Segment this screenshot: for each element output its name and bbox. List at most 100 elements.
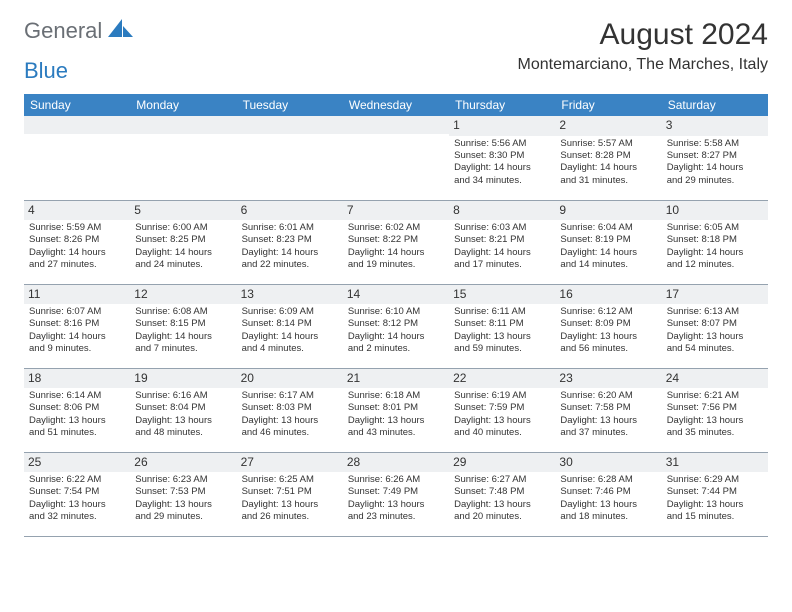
sunset-text: Sunset: 7:54 PM [29,486,125,498]
day-number: 11 [24,285,130,305]
weekday-header: Monday [130,94,236,116]
calendar-day-cell: 26Sunrise: 6:23 AMSunset: 7:53 PMDayligh… [130,452,236,536]
daylight-text: and 34 minutes. [454,175,550,187]
day-details: Sunrise: 6:07 AMSunset: 8:16 PMDaylight:… [29,306,125,355]
daylight-text: and 12 minutes. [667,259,763,271]
daylight-text: and 26 minutes. [242,511,338,523]
sunrise-text: Sunrise: 6:26 AM [348,474,444,486]
sunset-text: Sunset: 7:44 PM [667,486,763,498]
calendar-day-cell: 21Sunrise: 6:18 AMSunset: 8:01 PMDayligh… [343,368,449,452]
calendar-day-cell: 27Sunrise: 6:25 AMSunset: 7:51 PMDayligh… [237,452,343,536]
daylight-text: and 37 minutes. [560,427,656,439]
calendar-day-cell: 17Sunrise: 6:13 AMSunset: 8:07 PMDayligh… [662,284,768,368]
sunset-text: Sunset: 8:28 PM [560,150,656,162]
daylight-text: Daylight: 14 hours [560,162,656,174]
day-details: Sunrise: 5:58 AMSunset: 8:27 PMDaylight:… [667,138,763,187]
calendar-day-cell: 25Sunrise: 6:22 AMSunset: 7:54 PMDayligh… [24,452,130,536]
day-details: Sunrise: 6:10 AMSunset: 8:12 PMDaylight:… [348,306,444,355]
daylight-text: and 18 minutes. [560,511,656,523]
daylight-text: Daylight: 14 hours [242,247,338,259]
day-details: Sunrise: 6:11 AMSunset: 8:11 PMDaylight:… [454,306,550,355]
day-details: Sunrise: 6:03 AMSunset: 8:21 PMDaylight:… [454,222,550,271]
day-number: 20 [237,369,343,389]
sunset-text: Sunset: 8:23 PM [242,234,338,246]
sunrise-text: Sunrise: 6:18 AM [348,390,444,402]
day-number: 4 [24,201,130,221]
sunrise-text: Sunrise: 6:20 AM [560,390,656,402]
day-number [130,116,236,134]
sunset-text: Sunset: 8:07 PM [667,318,763,330]
daylight-text: Daylight: 13 hours [560,499,656,511]
calendar-day-cell: 9Sunrise: 6:04 AMSunset: 8:19 PMDaylight… [555,200,661,284]
day-number: 18 [24,369,130,389]
calendar-day-cell: 31Sunrise: 6:29 AMSunset: 7:44 PMDayligh… [662,452,768,536]
daylight-text: and 29 minutes. [667,175,763,187]
calendar-day-cell: 29Sunrise: 6:27 AMSunset: 7:48 PMDayligh… [449,452,555,536]
logo-text-general: General [24,18,102,44]
sunset-text: Sunset: 8:16 PM [29,318,125,330]
calendar-day-cell: 16Sunrise: 6:12 AMSunset: 8:09 PMDayligh… [555,284,661,368]
calendar-day-cell: 24Sunrise: 6:21 AMSunset: 7:56 PMDayligh… [662,368,768,452]
weekday-header: Sunday [24,94,130,116]
sunset-text: Sunset: 7:58 PM [560,402,656,414]
calendar-day-cell: 28Sunrise: 6:26 AMSunset: 7:49 PMDayligh… [343,452,449,536]
sunrise-text: Sunrise: 6:08 AM [135,306,231,318]
calendar-day-cell: 11Sunrise: 6:07 AMSunset: 8:16 PMDayligh… [24,284,130,368]
calendar-day-cell: 10Sunrise: 6:05 AMSunset: 8:18 PMDayligh… [662,200,768,284]
daylight-text: and 24 minutes. [135,259,231,271]
calendar-day-cell: 22Sunrise: 6:19 AMSunset: 7:59 PMDayligh… [449,368,555,452]
day-details: Sunrise: 6:02 AMSunset: 8:22 PMDaylight:… [348,222,444,271]
daylight-text: Daylight: 14 hours [242,331,338,343]
daylight-text: Daylight: 13 hours [667,331,763,343]
logo-sail-icon [108,19,134,44]
daylight-text: Daylight: 13 hours [454,415,550,427]
sunrise-text: Sunrise: 6:14 AM [29,390,125,402]
calendar-week-row: 4Sunrise: 5:59 AMSunset: 8:26 PMDaylight… [24,200,768,284]
calendar-week-row: 1Sunrise: 5:56 AMSunset: 8:30 PMDaylight… [24,116,768,200]
daylight-text: and 15 minutes. [667,511,763,523]
daylight-text: and 17 minutes. [454,259,550,271]
weekday-header: Friday [555,94,661,116]
sunset-text: Sunset: 7:46 PM [560,486,656,498]
daylight-text: Daylight: 13 hours [560,415,656,427]
day-details: Sunrise: 5:57 AMSunset: 8:28 PMDaylight:… [560,138,656,187]
calendar-day-cell: 19Sunrise: 6:16 AMSunset: 8:04 PMDayligh… [130,368,236,452]
sunrise-text: Sunrise: 6:03 AM [454,222,550,234]
calendar-day-cell [237,116,343,200]
logo-text-blue: Blue [24,58,68,84]
calendar-day-cell: 12Sunrise: 6:08 AMSunset: 8:15 PMDayligh… [130,284,236,368]
day-number: 29 [449,453,555,473]
day-number: 27 [237,453,343,473]
daylight-text: Daylight: 14 hours [560,247,656,259]
day-number: 24 [662,369,768,389]
day-number: 17 [662,285,768,305]
calendar-day-cell: 30Sunrise: 6:28 AMSunset: 7:46 PMDayligh… [555,452,661,536]
daylight-text: and 35 minutes. [667,427,763,439]
daylight-text: and 31 minutes. [560,175,656,187]
day-number: 2 [555,116,661,136]
sunrise-text: Sunrise: 6:17 AM [242,390,338,402]
sunset-text: Sunset: 7:49 PM [348,486,444,498]
daylight-text: Daylight: 13 hours [454,331,550,343]
daylight-text: and 46 minutes. [242,427,338,439]
sunset-text: Sunset: 8:22 PM [348,234,444,246]
day-number: 10 [662,201,768,221]
day-details: Sunrise: 5:59 AMSunset: 8:26 PMDaylight:… [29,222,125,271]
day-number: 12 [130,285,236,305]
daylight-text: Daylight: 13 hours [454,499,550,511]
day-details: Sunrise: 6:20 AMSunset: 7:58 PMDaylight:… [560,390,656,439]
sunrise-text: Sunrise: 6:02 AM [348,222,444,234]
daylight-text: Daylight: 13 hours [667,499,763,511]
sunrise-text: Sunrise: 6:16 AM [135,390,231,402]
day-details: Sunrise: 6:17 AMSunset: 8:03 PMDaylight:… [242,390,338,439]
sunrise-text: Sunrise: 6:28 AM [560,474,656,486]
sunrise-text: Sunrise: 6:12 AM [560,306,656,318]
sunset-text: Sunset: 8:01 PM [348,402,444,414]
daylight-text: Daylight: 13 hours [29,499,125,511]
day-number: 30 [555,453,661,473]
calendar-week-row: 11Sunrise: 6:07 AMSunset: 8:16 PMDayligh… [24,284,768,368]
daylight-text: and 32 minutes. [29,511,125,523]
calendar-day-cell: 5Sunrise: 6:00 AMSunset: 8:25 PMDaylight… [130,200,236,284]
daylight-text: and 59 minutes. [454,343,550,355]
day-details: Sunrise: 6:16 AMSunset: 8:04 PMDaylight:… [135,390,231,439]
